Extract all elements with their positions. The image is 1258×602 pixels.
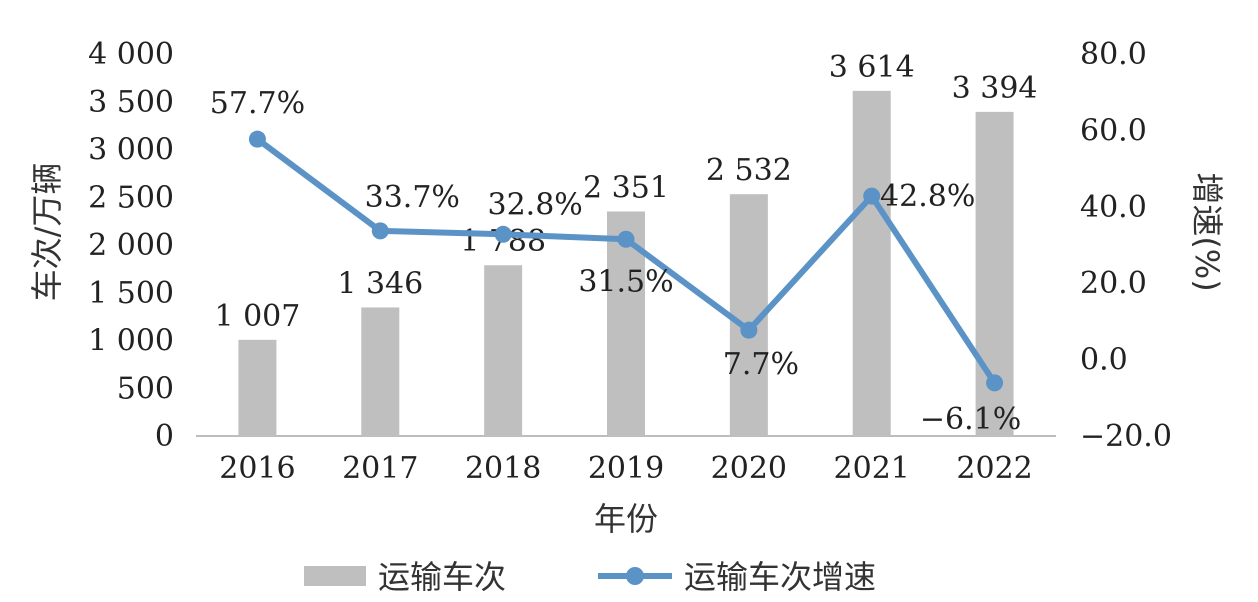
line-marker (617, 230, 635, 248)
line-data-label: 33.7% (365, 180, 460, 215)
y-tick-label: 4 000 (88, 37, 174, 72)
bar (361, 307, 400, 436)
y-axis-left: 0 500 1 000 1 500 2 000 2 500 3 000 3 500 4 000 (88, 37, 174, 454)
y2-tick-label: 20.0 (1080, 266, 1147, 301)
line-data-label: 42.8% (880, 179, 975, 214)
legend-label-line: 运输车次增速 (684, 558, 876, 596)
bar (238, 339, 277, 436)
y2-tick-label: 40.0 (1080, 190, 1147, 225)
line-data-label: 7.7% (723, 347, 799, 382)
bar (852, 90, 891, 436)
y-axis-right: −20.0 0.0 20.0 40.0 60.0 80.0 (1080, 37, 1172, 454)
line-marker (248, 130, 266, 148)
line-marker (863, 187, 881, 205)
y-axis-title: 车次/万辆 (28, 163, 66, 302)
bar-data-label: 3 614 (829, 50, 915, 85)
bar-data-label: 3 394 (952, 71, 1038, 106)
legend-swatch-marker (626, 567, 644, 585)
line-data-label: 31.5% (578, 264, 673, 299)
line-marker (986, 374, 1004, 392)
line-data-label: 32.8% (487, 187, 582, 222)
bar-data-label: 2 532 (706, 153, 792, 188)
x-tick-label: 2019 (588, 451, 664, 486)
y-tick-label: 500 (117, 371, 174, 406)
line-data-label: 57.7% (210, 86, 305, 121)
bar (484, 265, 523, 436)
x-tick-label: 2016 (219, 451, 295, 486)
y2-tick-label: −20.0 (1080, 419, 1172, 454)
y2-tick-label: 80.0 (1080, 37, 1147, 72)
x-tick-label: 2018 (465, 451, 541, 486)
line-series (248, 130, 1004, 392)
line-marker (371, 222, 389, 240)
y-tick-label: 3 500 (88, 85, 174, 120)
y2-tick-label: 60.0 (1080, 113, 1147, 148)
y-tick-label: 2 000 (88, 228, 174, 263)
x-tick-label: 2017 (342, 451, 418, 486)
y2-tick-label: 0.0 (1080, 343, 1128, 378)
bar-data-label: 2 351 (583, 170, 669, 205)
bar-data-label: 1 346 (337, 266, 423, 301)
line-marker (494, 225, 512, 243)
legend-label-bar: 运输车次 (378, 558, 506, 596)
x-tick-label: 2020 (711, 451, 787, 486)
y-tick-label: 0 (155, 419, 174, 454)
x-tick-label: 2022 (956, 451, 1032, 486)
y-tick-label: 1 000 (88, 324, 174, 359)
x-axis: 2016 2017 2018 2019 2020 2021 2022 (219, 451, 1033, 486)
y-tick-label: 2 500 (88, 180, 174, 215)
x-axis-title: 年份 (594, 500, 658, 538)
y-tick-label: 3 000 (88, 133, 174, 168)
legend-swatch-bar (304, 566, 366, 586)
line-marker (740, 321, 758, 339)
y2-axis-title: 增速(%) (1188, 172, 1226, 291)
line-data-labels: 57.7% 33.7% 32.8% 31.5% 7.7% 42.8% −6.1% (210, 86, 1021, 437)
x-tick-label: 2021 (834, 451, 910, 486)
y-tick-label: 1 500 (88, 276, 174, 311)
bar-series (238, 90, 1014, 437)
legend: 运输车次 运输车次增速 (304, 558, 876, 596)
bar-data-label: 1 007 (214, 299, 300, 334)
line-data-label: −6.1% (920, 402, 1021, 437)
